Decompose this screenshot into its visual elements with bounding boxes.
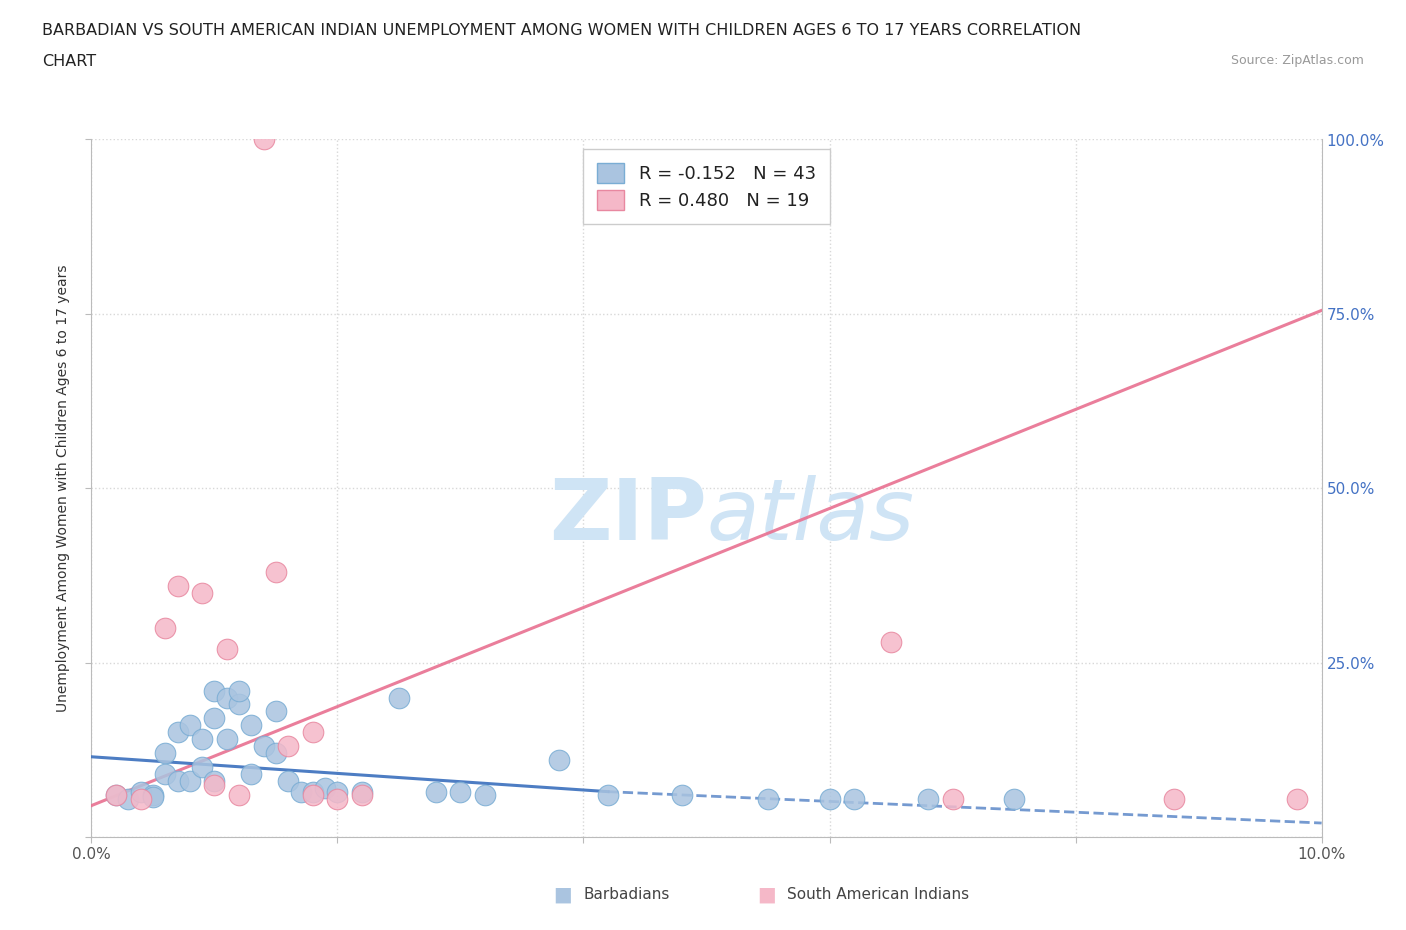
Point (290, 784, 312, 799)
Point (880, 634, 903, 649)
Text: South American Indians: South American Indians (787, 887, 970, 902)
Point (314, 781, 336, 796)
Text: CHART: CHART (42, 54, 96, 69)
Point (202, 683, 225, 698)
Point (277, 738, 299, 753)
Point (264, 565, 287, 579)
Point (388, 690, 411, 705)
Point (202, 774, 225, 789)
Point (142, 788, 165, 803)
Point (191, 732, 214, 747)
Point (449, 784, 471, 799)
Text: Source: ZipAtlas.com: Source: ZipAtlas.com (1230, 54, 1364, 67)
Text: BARBADIAN VS SOUTH AMERICAN INDIAN UNEMPLOYMENT AMONG WOMEN WITH CHILDREN AGES 6: BARBADIAN VS SOUTH AMERICAN INDIAN UNEMP… (42, 23, 1081, 38)
Point (215, 690, 238, 705)
Point (264, 704, 287, 719)
Point (671, 788, 693, 803)
Point (202, 711, 225, 725)
Point (240, 766, 263, 781)
Text: Barbadians: Barbadians (583, 887, 669, 902)
Point (240, 718, 263, 733)
Point (264, 746, 287, 761)
Point (350, 784, 373, 799)
Point (228, 698, 250, 712)
Point (425, 784, 447, 799)
Point (301, 725, 323, 740)
Text: atlas: atlas (706, 474, 914, 558)
Point (942, 791, 965, 806)
Point (253, 738, 276, 753)
Point (166, 578, 188, 593)
Point (301, 784, 323, 799)
Point (215, 642, 238, 657)
Point (166, 725, 188, 740)
Point (215, 732, 238, 747)
Point (105, 788, 127, 803)
Point (474, 788, 496, 803)
Point (228, 788, 250, 803)
Point (191, 760, 214, 775)
Point (350, 788, 373, 803)
Point (142, 789, 165, 804)
Point (1286, 791, 1309, 806)
Point (1002, 791, 1025, 806)
Point (153, 766, 177, 781)
Point (153, 620, 177, 635)
Y-axis label: Unemployment Among Women with Children Ages 6 to 17 years: Unemployment Among Women with Children A… (56, 264, 70, 712)
Point (129, 784, 152, 799)
Point (842, 791, 865, 806)
Text: ZIP: ZIP (548, 474, 706, 558)
Point (301, 788, 323, 803)
Point (228, 683, 250, 698)
Point (166, 774, 188, 789)
Point (191, 586, 214, 601)
Point (179, 718, 201, 733)
Point (1163, 791, 1185, 806)
Point (153, 746, 177, 761)
Point (917, 791, 939, 806)
Point (756, 791, 779, 806)
Point (202, 777, 225, 792)
Point (326, 791, 349, 806)
Point (818, 791, 841, 806)
Point (179, 774, 201, 789)
Point (547, 753, 569, 768)
Text: ▪: ▪ (553, 880, 572, 910)
Point (129, 791, 152, 806)
Text: ▪: ▪ (756, 880, 776, 910)
Point (253, 132, 276, 147)
Point (596, 788, 619, 803)
Point (277, 774, 299, 789)
Legend: R = -0.152   N = 43, R = 0.480   N = 19: R = -0.152 N = 43, R = 0.480 N = 19 (582, 149, 831, 224)
Point (326, 784, 349, 799)
Point (105, 788, 127, 803)
Point (117, 791, 139, 806)
